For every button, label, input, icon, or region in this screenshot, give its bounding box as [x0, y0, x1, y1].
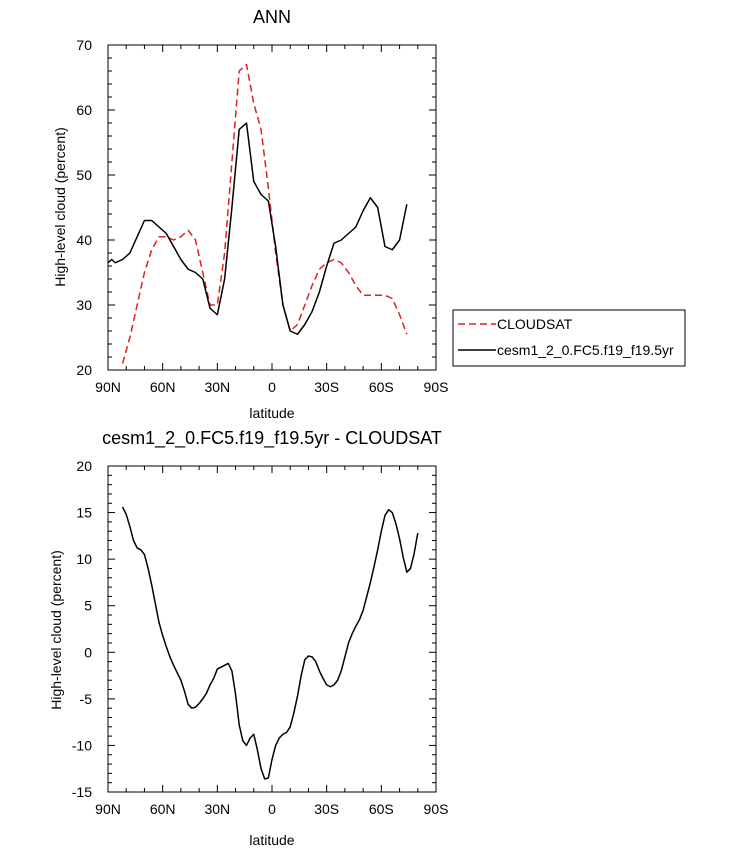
bottom-chart-x-tick-label: 0 — [268, 801, 276, 817]
bottom-chart-x-tick-label: 30N — [204, 801, 230, 817]
bottom-chart-xlabel: latitude — [249, 832, 294, 848]
top-chart-frame — [107, 44, 437, 371]
top-chart-title: ANN — [253, 7, 291, 27]
bottom-chart-x-tick-label: 60N — [150, 801, 176, 817]
top-chart-x-tick-label: 60S — [369, 379, 394, 395]
legend-label-cesm: cesm1_2_0.FC5.f19_f19.5yr — [497, 342, 674, 358]
top-chart-x-tick-label: 30S — [314, 379, 339, 395]
top-chart-plot-area: 90N 60N 30N 0 30S 60S 90S 20 30 40 50 60 70 — [76, 37, 448, 395]
bottom-chart-y-tick-label: 5 — [84, 598, 92, 614]
top-chart: ANN latitude High-level cloud (percent) … — [52, 7, 448, 421]
bottom-chart-y-tick-label: -10 — [72, 737, 92, 753]
top-chart-x-tick-label: 90N — [95, 379, 121, 395]
top-chart-x-tick-label: 60N — [150, 379, 176, 395]
top-chart-ylabel: High-level cloud (percent) — [52, 127, 68, 287]
bottom-chart-y-tick-label: 10 — [76, 551, 92, 567]
bottom-chart-y-tick-label: 0 — [84, 644, 92, 660]
legend-label-cloudsat: CLOUDSAT — [497, 316, 573, 332]
bottom-chart-x-tick-label: 60S — [369, 801, 394, 817]
top-chart-x-tick-label: 0 — [268, 379, 276, 395]
bottom-chart-title: cesm1_2_0.FC5.f19_f19.5yr - CLOUDSAT — [102, 428, 442, 449]
bottom-chart-y-tick-label: -15 — [72, 784, 92, 800]
bottom-chart-plot-area: 90N 60N 30N 0 30S 60S 90S -15 -10 -5 0 5 10 15 20 — [72, 458, 449, 817]
bottom-chart: cesm1_2_0.FC5.f19_f19.5yr - CLOUDSAT lat… — [48, 428, 448, 848]
top-chart-x-tick-label: 90S — [424, 379, 449, 395]
top-chart-series-line-0 — [121, 63, 408, 364]
bottom-chart-frame — [107, 465, 437, 793]
top-chart-series-line-1 — [107, 122, 408, 335]
top-chart-y-tick-label: 70 — [76, 37, 92, 53]
top-chart-y-tick-label: 60 — [76, 102, 92, 118]
legend-box — [452, 309, 686, 367]
bottom-chart-ylabel: High-level cloud (percent) — [48, 550, 64, 710]
top-chart-xlabel: latitude — [249, 405, 294, 421]
bottom-chart-y-tick-label: -5 — [80, 691, 93, 707]
top-chart-y-tick-label: 40 — [76, 232, 92, 248]
bottom-chart-x-tick-label: 90N — [95, 801, 121, 817]
top-chart-legend: CLOUDSAT cesm1_2_0.FC5.f19_f19.5yr — [452, 309, 686, 367]
bottom-chart-y-tick-label: 15 — [76, 505, 92, 521]
bottom-chart-x-tick-label: 30S — [314, 801, 339, 817]
top-chart-x-tick-label: 30N — [204, 379, 230, 395]
top-chart-y-tick-label: 20 — [76, 362, 92, 378]
top-chart-y-tick-label: 50 — [76, 167, 92, 183]
top-chart-y-tick-label: 30 — [76, 297, 92, 313]
bottom-chart-y-tick-label: 20 — [76, 458, 92, 474]
bottom-chart-x-tick-label: 90S — [424, 801, 449, 817]
bottom-chart-series-line-0 — [121, 506, 419, 780]
